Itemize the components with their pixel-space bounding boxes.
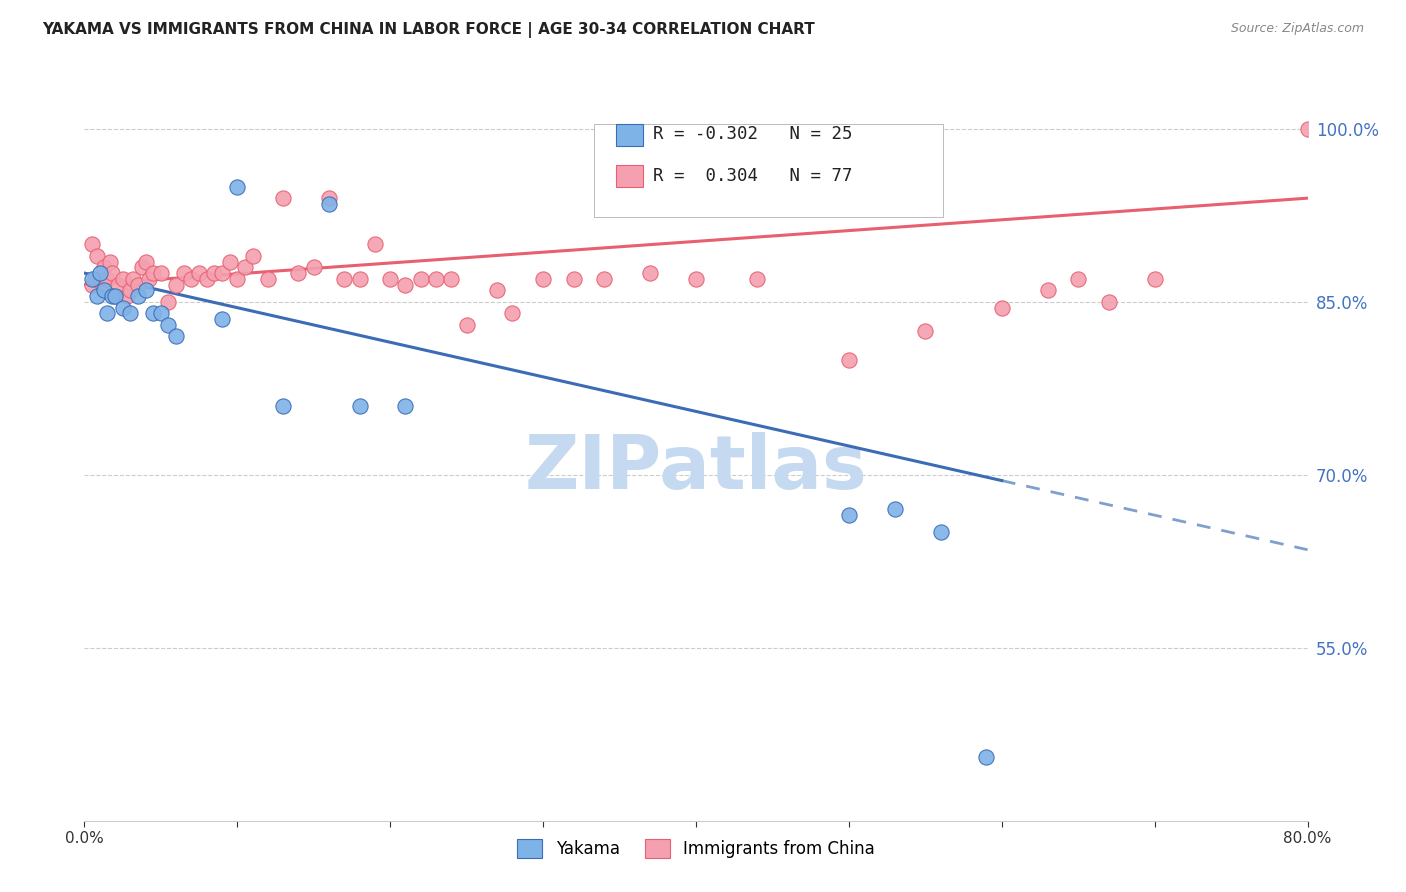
Point bbox=[91, 277, 114, 292]
Point bbox=[157, 294, 180, 309]
Point bbox=[747, 272, 769, 286]
Point bbox=[165, 277, 187, 292]
Point bbox=[131, 260, 153, 275]
Point bbox=[685, 272, 707, 286]
Point bbox=[138, 272, 160, 286]
Point bbox=[333, 272, 356, 286]
Point bbox=[173, 266, 195, 280]
Point bbox=[1296, 122, 1319, 136]
Point bbox=[502, 306, 524, 320]
Point bbox=[409, 272, 432, 286]
Point bbox=[149, 306, 172, 320]
Point bbox=[127, 289, 149, 303]
Text: R = -0.302   N = 25: R = -0.302 N = 25 bbox=[654, 125, 852, 144]
Point bbox=[96, 272, 118, 286]
Point bbox=[84, 272, 107, 286]
Point bbox=[991, 301, 1014, 315]
Point bbox=[165, 329, 187, 343]
Point bbox=[142, 266, 165, 280]
Point bbox=[104, 289, 127, 303]
Point bbox=[180, 272, 202, 286]
Point bbox=[111, 301, 134, 315]
Point bbox=[211, 266, 233, 280]
Point bbox=[638, 266, 661, 280]
Point bbox=[394, 399, 416, 413]
Point bbox=[101, 266, 124, 280]
Point bbox=[883, 502, 905, 516]
Point bbox=[226, 272, 249, 286]
Point bbox=[80, 277, 103, 292]
Text: Source: ZipAtlas.com: Source: ZipAtlas.com bbox=[1230, 22, 1364, 36]
Point bbox=[89, 272, 111, 286]
Point bbox=[86, 289, 108, 303]
Point bbox=[287, 266, 309, 280]
Point bbox=[104, 289, 127, 303]
Point bbox=[1036, 284, 1059, 298]
Point bbox=[456, 318, 478, 332]
Point bbox=[211, 312, 233, 326]
Point bbox=[122, 272, 145, 286]
Point bbox=[318, 197, 340, 211]
Point bbox=[107, 277, 129, 292]
Point bbox=[440, 272, 463, 286]
Point bbox=[364, 237, 387, 252]
Point bbox=[120, 284, 142, 298]
Point bbox=[914, 324, 936, 338]
Point bbox=[1098, 294, 1121, 309]
Point bbox=[1143, 272, 1166, 286]
Point bbox=[80, 237, 103, 252]
Point bbox=[976, 750, 998, 764]
Point bbox=[562, 272, 585, 286]
Point bbox=[188, 266, 211, 280]
Point bbox=[838, 352, 860, 367]
Point bbox=[96, 306, 118, 320]
Point bbox=[89, 266, 111, 280]
Point bbox=[142, 306, 165, 320]
Point bbox=[257, 272, 280, 286]
Point bbox=[838, 508, 860, 523]
Bar bbox=[616, 124, 644, 146]
Point bbox=[86, 249, 108, 263]
Point bbox=[271, 399, 294, 413]
Point bbox=[271, 191, 294, 205]
Point bbox=[93, 284, 115, 298]
Point bbox=[233, 260, 256, 275]
Point bbox=[157, 318, 180, 332]
Point bbox=[929, 525, 952, 540]
Point bbox=[120, 306, 142, 320]
Text: ZIPatlas: ZIPatlas bbox=[524, 432, 868, 505]
Point bbox=[242, 249, 264, 263]
Point bbox=[115, 289, 138, 303]
Text: R =  0.304   N = 77: R = 0.304 N = 77 bbox=[654, 167, 852, 185]
Point bbox=[380, 272, 402, 286]
Point bbox=[101, 289, 124, 303]
Point bbox=[195, 272, 218, 286]
Point bbox=[349, 272, 371, 286]
Point bbox=[135, 284, 157, 298]
Point bbox=[93, 260, 115, 275]
Point bbox=[98, 254, 121, 268]
Point bbox=[80, 272, 103, 286]
Point bbox=[302, 260, 325, 275]
Point bbox=[394, 277, 416, 292]
Point bbox=[135, 254, 157, 268]
FancyBboxPatch shape bbox=[595, 124, 943, 218]
Point bbox=[127, 277, 149, 292]
Point bbox=[593, 272, 616, 286]
Point bbox=[149, 266, 172, 280]
Text: YAKAMA VS IMMIGRANTS FROM CHINA IN LABOR FORCE | AGE 30-34 CORRELATION CHART: YAKAMA VS IMMIGRANTS FROM CHINA IN LABOR… bbox=[42, 22, 815, 38]
Point bbox=[226, 179, 249, 194]
Legend: Yakama, Immigrants from China: Yakama, Immigrants from China bbox=[510, 833, 882, 864]
Point bbox=[425, 272, 447, 286]
Point bbox=[111, 272, 134, 286]
Point bbox=[218, 254, 240, 268]
Point bbox=[349, 399, 371, 413]
Point bbox=[531, 272, 554, 286]
Point bbox=[1067, 272, 1090, 286]
Point bbox=[318, 191, 340, 205]
Bar bbox=[616, 165, 644, 187]
Point bbox=[486, 284, 509, 298]
Point bbox=[202, 266, 225, 280]
